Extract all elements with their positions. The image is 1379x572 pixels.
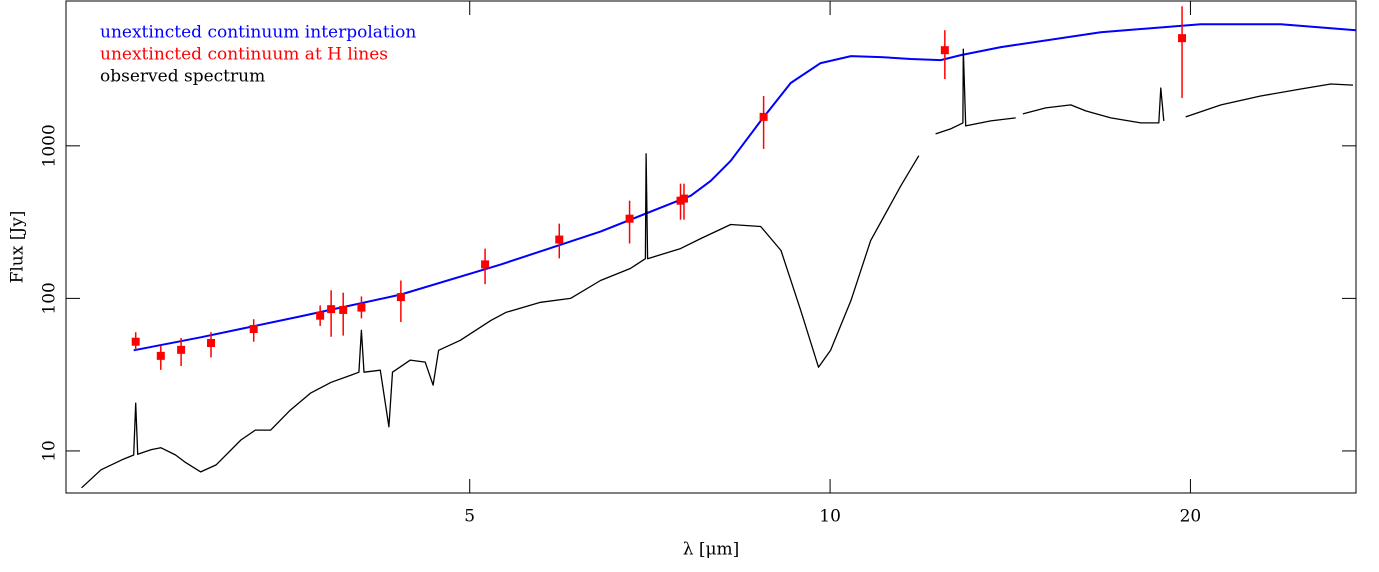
plot-frame [65,0,1357,494]
x-tick-label: 10 [819,507,841,527]
y-tick-label: 100 [40,282,60,314]
data-point [207,338,216,347]
x-tick-label: 5 [464,507,475,527]
data-point [131,337,140,346]
data-point [249,324,258,333]
data-point [679,194,688,203]
data-point [759,112,768,121]
data-point [625,214,634,223]
y-tick-label: 10 [40,440,60,462]
data-point [481,260,490,269]
data-point [1178,34,1187,43]
data-point [555,235,564,244]
data-point [339,305,348,314]
y-tick-label: 1000 [40,124,60,167]
data-point [327,305,336,314]
data-point [940,46,949,55]
series-line [133,23,1357,352]
data-point [177,345,186,354]
x-tick-label: 20 [1180,507,1202,527]
data-point [357,303,366,312]
y-axis-label: Flux [Jy] [8,211,28,284]
legend-entry: unextincted continuum interpolation [100,23,416,43]
series-line [81,48,1354,489]
legend-entry: unextincted continuum at H lines [100,45,388,65]
data-point [316,311,325,320]
legend-entry: observed spectrum [100,67,265,87]
data-point [156,351,165,360]
data-point [396,293,405,302]
x-axis-label: λ [μm] [683,540,740,560]
